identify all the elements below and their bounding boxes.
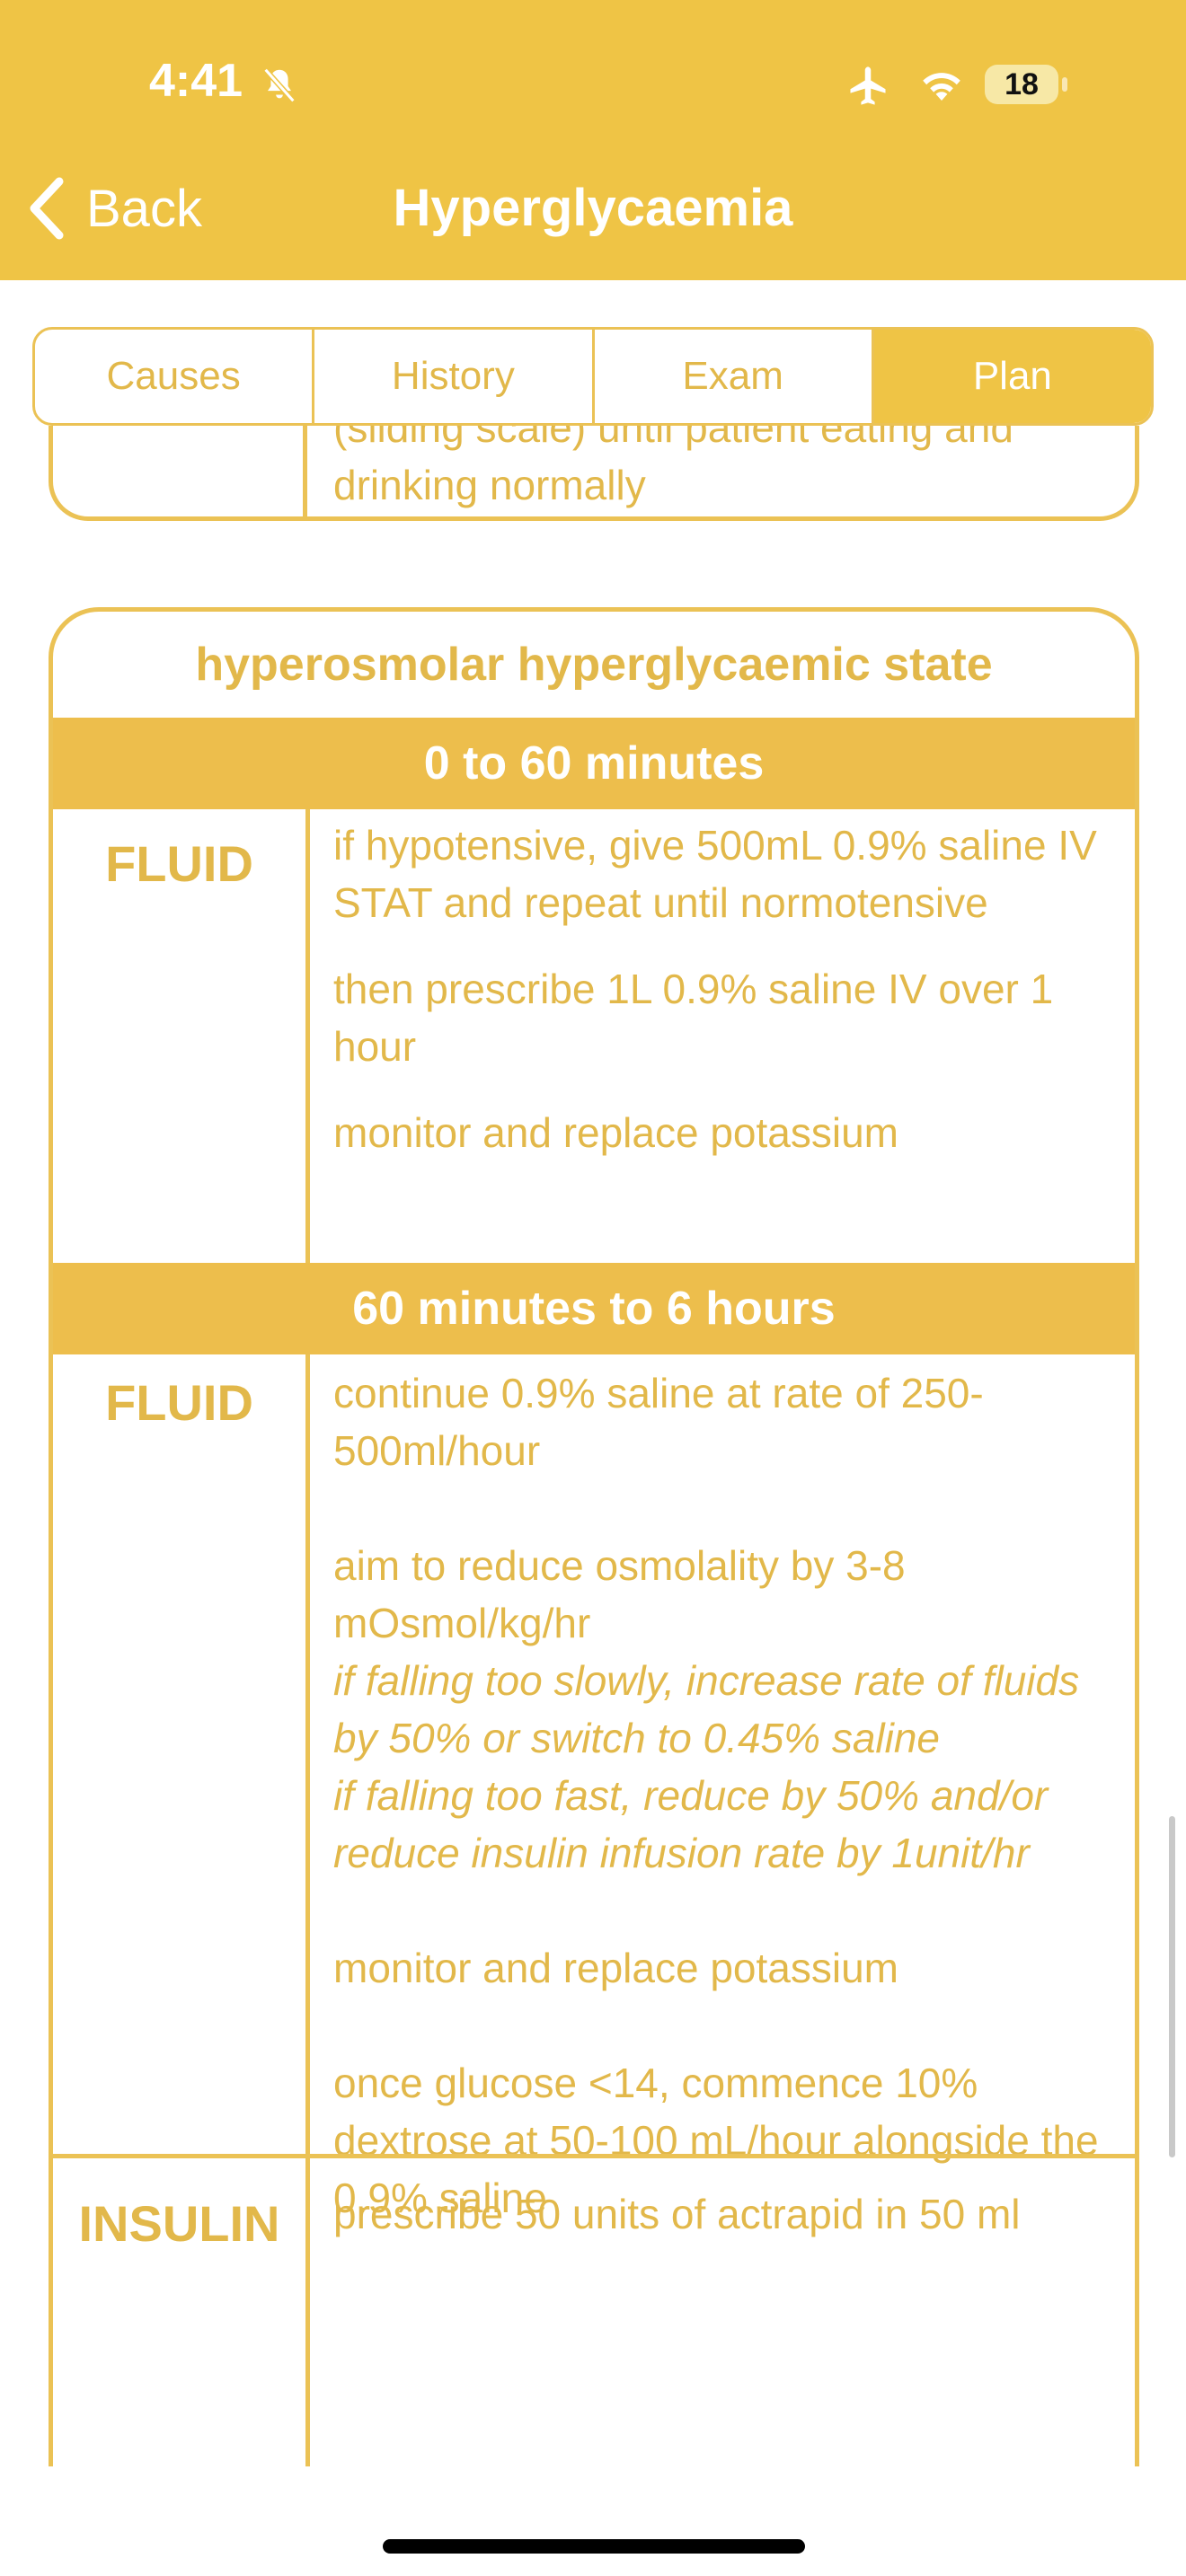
status-time: 4:41 <box>149 55 243 107</box>
row-label-fluid: FLUID <box>105 1374 253 1431</box>
previous-card: (sliding scale) until patient eating and… <box>49 426 1139 521</box>
battery-icon: 18 <box>985 65 1058 104</box>
app-header: 4:41 18 Hyperglycaemia Back <box>0 0 1186 280</box>
airplane-icon <box>850 66 886 105</box>
column-divider <box>305 809 310 1263</box>
page-title: Hyperglycaemia <box>393 179 793 237</box>
wifi-icon <box>923 73 960 101</box>
row-item: monitor and replace potassium <box>333 1945 898 1991</box>
tab-plan[interactable]: Plan <box>873 330 1151 423</box>
row-item: then prescribe 1L 0.9% saline IV over 1 … <box>333 966 1054 1070</box>
section-band: 60 minutes to 6 hours <box>53 1263 1135 1354</box>
row-item: continue 0.9% saline at rate of 250-500m… <box>333 1370 984 1474</box>
row-label-fluid: FLUID <box>105 835 253 892</box>
column-divider <box>305 1354 310 2466</box>
tab-exam[interactable]: Exam <box>595 330 874 423</box>
hhs-card: hyperosmolar hyperglycaemic state 0 to 6… <box>49 607 1139 2466</box>
home-indicator[interactable] <box>383 2539 805 2554</box>
row-text: if hypotensive, give 500mL 0.9% saline I… <box>333 816 1133 1161</box>
back-label: Back <box>86 179 202 238</box>
scrollbar[interactable] <box>1169 1816 1175 2157</box>
back-button[interactable]: Back <box>27 176 202 241</box>
tab-causes[interactable]: Causes <box>35 330 315 423</box>
previous-card-text: (sliding scale) until patient eating and… <box>333 426 1013 508</box>
card-title: hyperosmolar hyperglycaemic state <box>195 639 993 691</box>
segmented-control: Causes History Exam Plan <box>32 327 1154 426</box>
row-item-note: if falling too fast, reduce by 50% and/o… <box>333 1772 1049 1876</box>
row-item-note: if falling too slowly, increase rate of … <box>333 1657 1080 1761</box>
row-item: monitor and replace potassium <box>333 1109 898 1156</box>
bell-slash-icon <box>263 67 296 103</box>
row-text: prescribe 50 units of actrapid in 50 ml <box>333 2185 1133 2243</box>
section-band: 0 to 60 minutes <box>53 718 1135 809</box>
row-item: if hypotensive, give 500mL 0.9% saline I… <box>333 822 1097 926</box>
row-label-insulin: INSULIN <box>78 2195 280 2252</box>
row-divider <box>53 2154 1135 2158</box>
chevron-left-icon <box>30 177 64 240</box>
row-item: aim to reduce osmolality by 3-8 mOsmol/k… <box>333 1542 906 1646</box>
tab-history[interactable]: History <box>314 330 595 423</box>
row-item: prescribe 50 units of actrapid in 50 ml <box>333 2191 1021 2237</box>
battery-cap <box>1062 77 1067 92</box>
scroll-content[interactable]: (sliding scale) until patient eating and… <box>0 426 1186 2466</box>
battery-level: 18 <box>1005 67 1039 101</box>
column-divider <box>303 426 307 516</box>
row-text: continue 0.9% saline at rate of 250-500m… <box>333 1364 1133 2227</box>
